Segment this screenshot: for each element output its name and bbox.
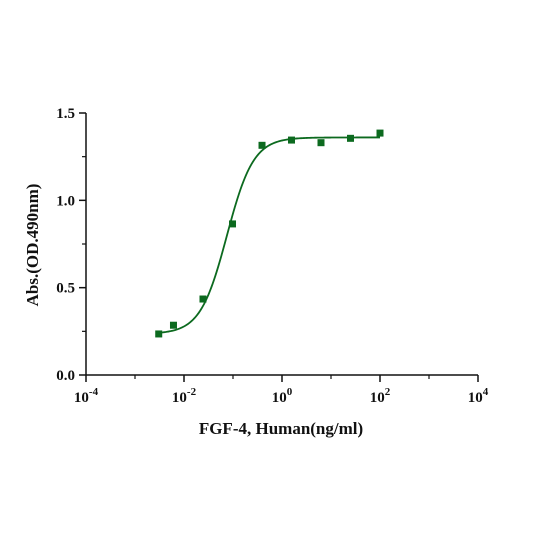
axes: 0.00.51.01.510-4 10-2 100 102 104 [56,106,489,406]
data-point [169,321,177,329]
x-tick-exponent: -2 [187,386,197,398]
x-tick-label: 102 [370,386,391,406]
data-point [258,141,266,149]
x-tick-label: 10-2 [172,386,197,406]
fit-curve-line [158,136,380,334]
x-axis-title: FGF-4, Human(ng/ml) [199,419,363,438]
fit-curve-layer [158,136,380,334]
y-axis-title: Abs.(OD.490nm) [23,184,42,307]
x-tick-label: 104 [468,386,489,406]
x-tick-exponent: 4 [483,386,489,398]
x-tick-exponent: 0 [287,386,293,398]
x-tick-base: 10 [370,390,385,406]
data-point [229,220,237,228]
data-point [155,330,163,338]
x-tick-base: 10 [74,390,89,406]
y-tick-label: 1.0 [56,193,75,209]
y-tick-label: 0.5 [56,281,75,297]
x-tick-label: 100 [272,386,293,406]
x-tick-base: 10 [468,390,483,406]
data-point [199,295,207,303]
data-points-layer [155,129,384,338]
data-point [346,134,354,142]
x-tick-exponent: -4 [89,386,99,398]
x-tick-base: 10 [172,390,187,406]
data-point [317,139,325,147]
x-tick-label: 10-4 [74,386,99,406]
y-tick-label: 1.5 [56,106,75,122]
x-tick-exponent: 2 [385,386,391,398]
x-tick-base: 10 [272,390,287,406]
y-tick-label: 0.0 [56,368,75,384]
data-point [287,136,295,144]
data-point [376,129,384,137]
